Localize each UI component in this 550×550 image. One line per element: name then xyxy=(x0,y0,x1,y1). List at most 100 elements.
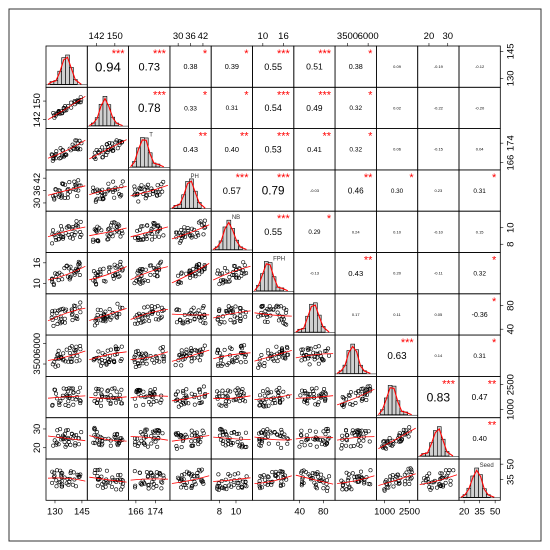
scatter-point xyxy=(146,486,151,491)
scatter-point xyxy=(192,227,197,232)
scatter-point xyxy=(154,358,159,363)
figure-frame xyxy=(8,8,542,542)
correlation-value: 0.63 xyxy=(387,351,407,362)
scatter-point xyxy=(348,390,353,395)
scatter-point xyxy=(56,308,61,313)
scatter-point xyxy=(117,392,122,397)
histogram-bar xyxy=(433,430,438,457)
scatter-point xyxy=(231,360,236,365)
scatter-point xyxy=(107,307,112,312)
scatter-point xyxy=(75,394,80,399)
scatter-point xyxy=(135,436,140,441)
scatter-point xyxy=(218,427,223,432)
scatter-point xyxy=(197,272,202,277)
scatter-point xyxy=(232,273,237,278)
scatter-point xyxy=(161,233,166,238)
scatter-point xyxy=(120,437,125,442)
significance-stars: *** xyxy=(236,172,250,184)
scatter-point xyxy=(155,183,160,188)
scatter-point xyxy=(78,385,83,390)
scatter-point xyxy=(326,353,331,358)
scatter-point xyxy=(151,189,156,194)
scatter-point xyxy=(104,468,109,473)
scatter-point xyxy=(185,320,190,325)
significance-stars: * xyxy=(244,48,249,60)
scatter-point xyxy=(222,265,227,270)
scatter-point xyxy=(115,271,120,276)
scatter-point xyxy=(315,355,320,360)
scatter-point xyxy=(189,346,194,351)
scatter-point xyxy=(118,358,123,363)
scatter-point xyxy=(231,320,236,325)
scatter-point xyxy=(319,442,324,447)
scatter-point xyxy=(192,317,197,322)
scatter-point xyxy=(258,399,263,404)
scatter-point xyxy=(150,237,155,242)
scatter-point xyxy=(232,472,237,477)
scatter-point xyxy=(106,398,111,403)
scatter-point xyxy=(385,439,390,444)
smooth-line xyxy=(89,435,127,442)
significance-stars: *** xyxy=(277,131,291,143)
scatter-point xyxy=(398,475,403,480)
scatter-point xyxy=(189,485,194,490)
scatter-point xyxy=(321,486,326,491)
scatter-point xyxy=(316,400,321,405)
scatter-point xyxy=(116,473,121,478)
scatter-point xyxy=(150,191,155,196)
scatter-point xyxy=(137,388,142,393)
scatter-point xyxy=(153,305,158,310)
scatter-point xyxy=(384,478,389,483)
scatter-point xyxy=(156,311,161,316)
correlation-value: 0.47 xyxy=(472,393,488,402)
scatter-point xyxy=(270,470,275,475)
scatter-point xyxy=(120,478,125,483)
scatter-point xyxy=(117,441,122,446)
scatter-point xyxy=(50,311,55,316)
smooth-line xyxy=(337,436,375,441)
scatter-point xyxy=(92,323,97,328)
scatter-point xyxy=(136,199,141,204)
scatter-point xyxy=(359,386,364,391)
scatter-point xyxy=(62,316,67,321)
density-curve xyxy=(212,221,247,251)
scatter-point xyxy=(139,320,144,325)
scatter-point xyxy=(112,195,117,200)
smooth-line xyxy=(171,263,210,284)
scatter-point xyxy=(142,319,147,324)
scatter-point xyxy=(200,223,205,228)
scatter-point xyxy=(155,444,160,449)
scatter-point xyxy=(356,389,361,394)
left-axis-tick-label: 10 xyxy=(32,278,43,289)
scatter-point xyxy=(230,272,235,277)
right-axis-tick-label: 130 xyxy=(505,70,516,86)
scatter-point xyxy=(285,437,290,442)
scatter-point xyxy=(174,307,179,312)
scatter-point xyxy=(402,482,407,487)
scatter-point xyxy=(118,262,123,267)
scatter-point xyxy=(115,146,120,151)
scatter-point xyxy=(297,444,302,449)
scatter-point xyxy=(240,387,245,392)
scatter-point xyxy=(270,401,275,406)
scatter-point xyxy=(74,223,79,228)
scatter-point xyxy=(108,265,113,270)
scatter-point xyxy=(341,396,346,401)
scatter-point xyxy=(120,179,125,184)
scatter-point xyxy=(226,395,231,400)
scatter-point xyxy=(68,469,73,474)
correlation-value: 0.73 xyxy=(139,62,160,74)
scatter-point xyxy=(266,475,271,480)
scatter-point xyxy=(280,397,285,402)
scatter-point xyxy=(152,221,157,226)
scatter-point xyxy=(301,468,306,473)
scatter-point xyxy=(257,403,262,408)
scatter-point xyxy=(265,474,270,479)
scatter-point xyxy=(112,432,117,437)
scatter-point xyxy=(220,314,225,319)
scatter-point xyxy=(269,396,274,401)
scatter-point xyxy=(137,351,142,356)
scatter-point xyxy=(280,471,285,476)
scatter-point xyxy=(132,442,137,447)
